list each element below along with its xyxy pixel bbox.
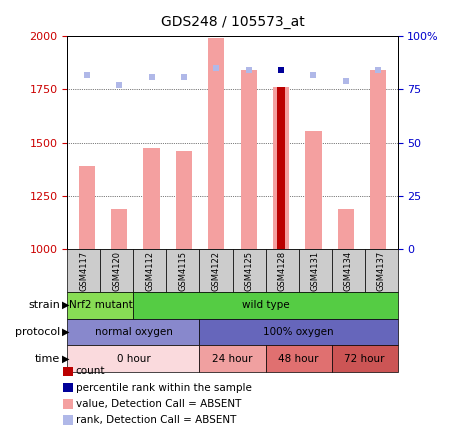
Text: GSM4128: GSM4128 — [278, 250, 286, 291]
Text: GDS248 / 105573_at: GDS248 / 105573_at — [160, 15, 305, 29]
Bar — [278, 87, 285, 249]
Text: GSM4115: GSM4115 — [179, 250, 187, 291]
Text: GSM4120: GSM4120 — [113, 250, 121, 291]
Bar — [240, 70, 257, 249]
Bar — [370, 70, 386, 249]
Text: rank, Detection Call = ABSENT: rank, Detection Call = ABSENT — [76, 415, 236, 425]
Bar — [273, 87, 289, 249]
Bar — [144, 148, 159, 249]
Text: 0 hour: 0 hour — [117, 354, 150, 364]
Text: Nrf2 mutant: Nrf2 mutant — [68, 300, 133, 310]
Text: GSM4112: GSM4112 — [146, 250, 154, 291]
Bar — [176, 151, 192, 249]
Text: 100% oxygen: 100% oxygen — [263, 327, 334, 337]
Bar — [111, 209, 127, 249]
Text: GSM4131: GSM4131 — [311, 250, 319, 291]
Text: ▶: ▶ — [62, 327, 69, 337]
Text: normal oxygen: normal oxygen — [94, 327, 173, 337]
Text: GSM4125: GSM4125 — [245, 250, 253, 291]
Text: time: time — [35, 354, 60, 364]
Text: GSM4137: GSM4137 — [377, 250, 385, 291]
Text: GSM4134: GSM4134 — [344, 250, 352, 291]
Text: 24 hour: 24 hour — [212, 354, 253, 364]
Bar — [338, 209, 354, 249]
Text: GSM4122: GSM4122 — [212, 250, 220, 291]
Text: 48 hour: 48 hour — [278, 354, 319, 364]
Text: ▶: ▶ — [62, 354, 69, 364]
Bar — [79, 166, 95, 249]
Bar — [208, 38, 225, 249]
Text: wild type: wild type — [242, 300, 289, 310]
Text: strain: strain — [28, 300, 60, 310]
Text: 72 hour: 72 hour — [344, 354, 385, 364]
Text: value, Detection Call = ABSENT: value, Detection Call = ABSENT — [76, 399, 241, 409]
Text: ▶: ▶ — [62, 300, 69, 310]
Text: count: count — [76, 366, 105, 377]
Text: GSM4117: GSM4117 — [80, 250, 88, 291]
Bar — [306, 131, 321, 249]
Text: protocol: protocol — [15, 327, 60, 337]
Text: percentile rank within the sample: percentile rank within the sample — [76, 383, 252, 393]
